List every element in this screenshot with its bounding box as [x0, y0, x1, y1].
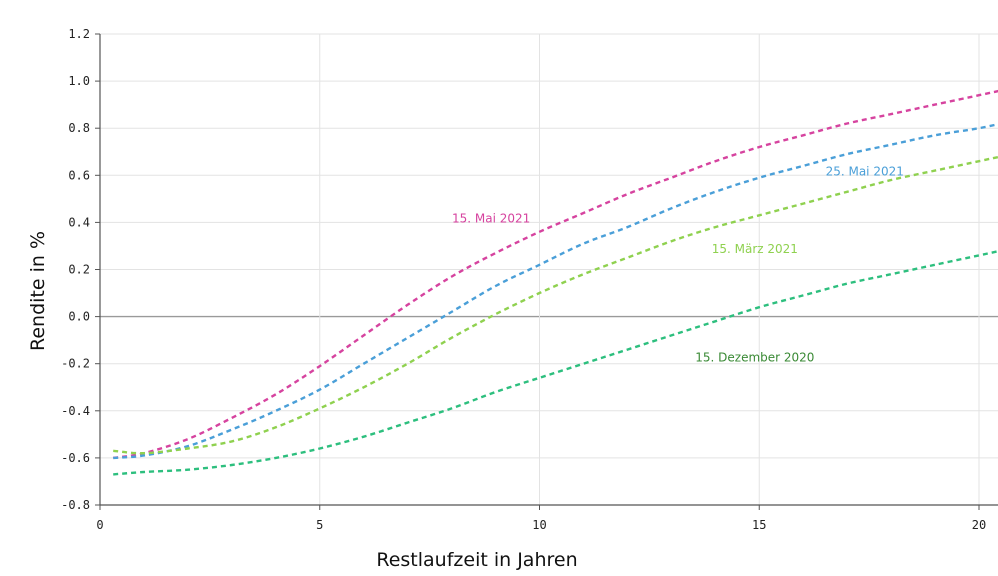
series-lines	[113, 89, 998, 476]
x-tick-label: 20	[972, 518, 986, 532]
x-tick-label: 10	[532, 518, 546, 532]
grid	[100, 33, 998, 506]
y-tick-label: 0.8	[68, 121, 90, 135]
y-tick-label: -0.2	[61, 357, 90, 371]
series-label: 15. Dezember 2020	[695, 350, 814, 364]
series-label: 25. Mai 2021	[826, 164, 904, 178]
series-label: 15. März 2021	[712, 242, 798, 256]
y-axis-title: Rendite in %	[27, 231, 49, 351]
y-tick-label: 0.6	[68, 168, 90, 182]
series-labels: 15. Mai 2021 25. Mai 2021 15. März 2021 15.…	[452, 164, 904, 364]
series-line	[113, 250, 998, 476]
y-tick-label: 1.2	[68, 27, 90, 41]
series-line	[113, 89, 998, 460]
y-tick-label: -0.4	[61, 404, 90, 418]
y-tick-label: 0.4	[68, 215, 90, 229]
y-tick-label: -0.8	[61, 498, 90, 512]
x-axis-title: Restlaufzeit in Jahren	[376, 549, 577, 571]
y-tick-label: 1.0	[68, 74, 90, 88]
series-line	[113, 155, 998, 455]
series-label: 15. Mai 2021	[452, 211, 530, 225]
y-tick-label: -0.6	[61, 451, 90, 465]
y-tick-label: 0.2	[68, 263, 90, 277]
x-tick-label: 5	[316, 518, 323, 532]
y-tick-label: 0.0	[68, 310, 90, 324]
axes	[95, 33, 998, 510]
x-tick-labels: 0 5 10 15 20	[96, 518, 986, 532]
y-tick-labels: 1.2 1.0 0.8 0.6 0.4 0.2 0.0 -0.2 -0.4 -0.6 -0.8	[61, 27, 90, 512]
series-line	[113, 122, 998, 460]
x-tick-label: 15	[752, 518, 766, 532]
x-tick-label: 0	[96, 518, 103, 532]
